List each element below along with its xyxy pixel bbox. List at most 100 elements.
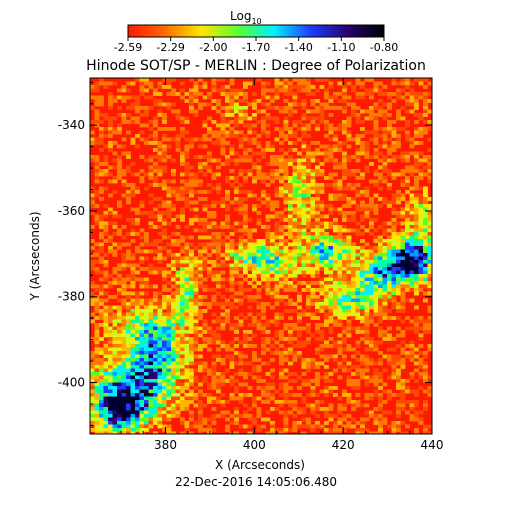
heatmap-cell [351,183,356,187]
heatmap-cell [306,256,311,261]
heatmap-cell [166,295,172,299]
heatmap-cell [148,333,154,338]
heatmap-cell [387,270,392,275]
heatmap-cell [238,158,244,163]
heatmap-cell [166,312,172,317]
heatmap-cell [373,274,379,278]
heatmap-cell [175,305,181,310]
heatmap-cell [306,235,311,240]
heatmap-cell [292,92,298,96]
heatmap-cell [153,312,158,317]
heatmap-cell [418,421,424,425]
heatmap-cell [144,382,149,387]
heatmap-cell [207,137,212,142]
heatmap-cell [391,288,397,292]
heatmap-cell [189,277,194,282]
heatmap-cell [247,158,253,163]
heatmap-cell [279,330,284,334]
heatmap-cell [130,368,136,373]
heatmap-cell [396,260,401,264]
heatmap-cell [270,95,275,100]
heatmap-cell [94,372,100,376]
heatmap-cell [328,379,334,383]
heatmap-cell [342,274,347,278]
heatmap-cell [112,368,118,373]
heatmap-cell [207,225,212,229]
heatmap-cell [148,302,154,306]
heatmap-cell [139,389,145,394]
heatmap-cell [162,267,167,271]
heatmap-cell [337,197,343,201]
heatmap-cell [252,116,257,121]
heatmap-cell [238,323,244,327]
heatmap-cell [400,169,406,173]
heatmap-cell [121,319,127,324]
heatmap-cell [414,277,419,282]
heatmap-cell [373,389,379,394]
heatmap-cell [126,249,131,254]
heatmap-cell [346,260,352,264]
heatmap-cell [216,372,221,376]
heatmap-cell [427,253,432,257]
heatmap-cell [409,242,415,247]
heatmap-cell [225,298,230,303]
heatmap-cell [139,386,145,390]
heatmap-cell [373,85,379,89]
heatmap-cell [198,137,203,142]
heatmap-cell [283,288,289,292]
heatmap-cell [108,312,113,317]
heatmap-cell [171,127,176,131]
heatmap-cell [306,302,311,306]
heatmap-cell [166,78,172,82]
heatmap-cell [90,88,95,93]
heatmap-cell [292,221,298,226]
heatmap-cell [355,256,361,261]
heatmap-cell [265,235,271,240]
heatmap-cell [409,141,415,145]
heatmap-cell [90,253,95,257]
heatmap-cell [315,347,320,352]
heatmap-cell [414,162,419,166]
heatmap-cell [247,386,253,390]
heatmap-cell [130,277,136,282]
heatmap-cell [414,221,419,226]
heatmap-cell [328,211,334,215]
heatmap-cell [207,400,212,404]
heatmap-cell [139,326,145,331]
heatmap-cell [139,155,145,159]
heatmap-cell [162,211,167,215]
heatmap-cell [189,344,194,348]
heatmap-cell [184,179,190,184]
heatmap-cell [369,291,374,296]
heatmap-cell [166,298,172,303]
heatmap-cell [315,109,320,114]
heatmap-cell [396,403,401,408]
heatmap-cell [337,123,343,128]
heatmap-cell [202,417,208,422]
heatmap-cell [139,249,145,254]
heatmap-cell [355,95,361,100]
heatmap-cell [166,193,172,198]
heatmap-cell [148,340,154,345]
heatmap-cell [171,239,176,243]
heatmap-cell [243,414,248,418]
heatmap-cell [342,288,347,292]
heatmap-cell [301,193,307,198]
heatmap-cell [261,323,266,327]
heatmap-cell [265,239,271,243]
heatmap-cell [207,288,212,292]
heatmap-cell [252,123,257,128]
heatmap-cell [324,407,329,411]
heatmap-cell [99,291,104,296]
heatmap-cell [342,298,347,303]
heatmap-cell [90,130,95,135]
heatmap-cell [198,221,203,226]
heatmap-cell [94,344,100,348]
heatmap-cell [193,379,199,383]
heatmap-cell [391,305,397,310]
heatmap-cell [346,344,352,348]
heatmap-cell [265,204,271,208]
heatmap-cell [112,372,118,376]
heatmap-cell [171,305,176,310]
heatmap-cell [184,225,190,229]
